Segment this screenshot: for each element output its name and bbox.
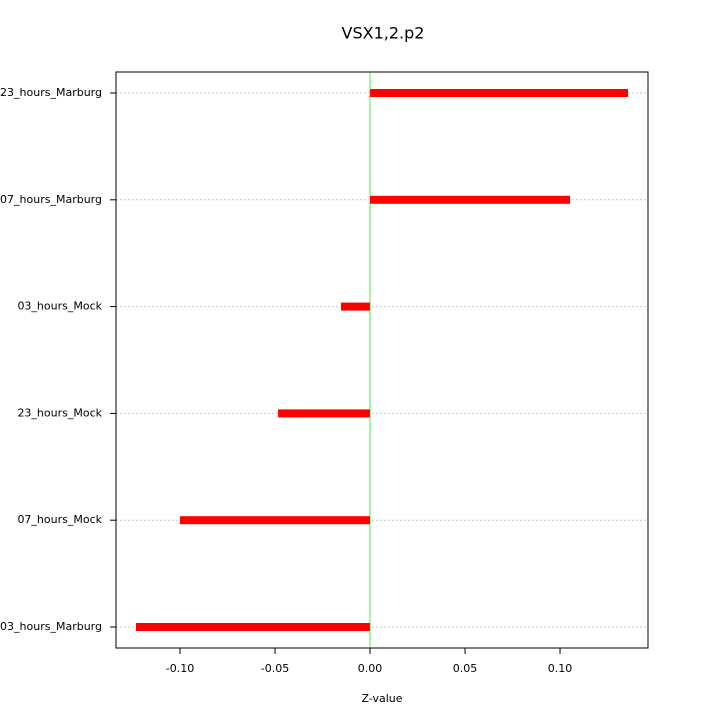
- x-tick-label: -0.10: [166, 662, 194, 675]
- bar: [370, 195, 571, 204]
- x-tick-label: 0.10: [548, 662, 573, 675]
- x-tick-label: -0.05: [261, 662, 289, 675]
- bar: [278, 409, 371, 418]
- x-tick-label: 0.00: [358, 662, 383, 675]
- x-axis-label: Z-value: [361, 692, 402, 705]
- y-tick-label: 03_hours_Marburg: [0, 620, 102, 633]
- plot-frame: [115, 71, 649, 649]
- y-tick-label: 23_hours_Marburg: [0, 86, 102, 99]
- y-tick-label: 07_hours_Marburg: [0, 193, 102, 206]
- y-tick-label: 03_hours_Mock: [17, 300, 102, 313]
- bar: [370, 89, 629, 97]
- y-tick-label: 23_hours_Mock: [17, 406, 102, 419]
- x-tick-label: 0.05: [453, 662, 478, 675]
- chart-title: VSX1,2.p2: [342, 24, 425, 43]
- bar: [340, 302, 371, 311]
- bar: [180, 516, 371, 525]
- bar: [135, 623, 371, 631]
- y-tick-label: 07_hours_Mock: [17, 513, 102, 526]
